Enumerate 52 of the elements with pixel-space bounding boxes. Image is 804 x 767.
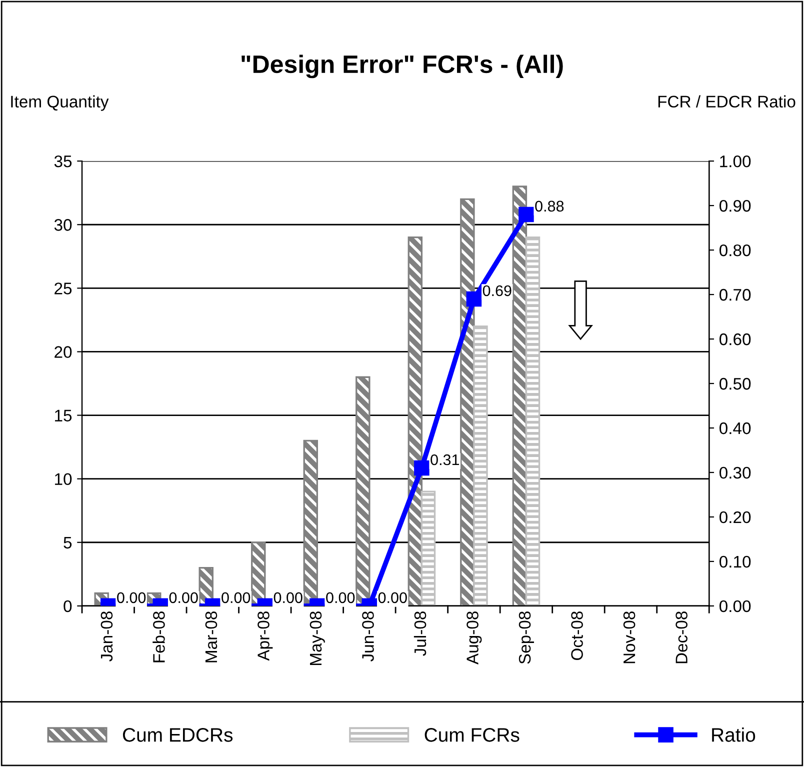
legend-label: Cum FCRs <box>424 728 520 742</box>
y-axis-title: Item Quantity <box>11 95 109 111</box>
y-tick-label: 20 <box>54 346 72 358</box>
y-tick-label: 0 <box>64 600 72 612</box>
x-tick-label: Mar-08 <box>205 612 218 662</box>
y-tick-label: 25 <box>54 282 72 294</box>
bar <box>420 490 436 606</box>
y2-tick-label: 0.70 <box>720 288 751 301</box>
legend-label: Cum EDCRs <box>122 728 233 742</box>
y2-tick-label: 0.40 <box>720 422 751 434</box>
legend-label: Ratio <box>712 728 756 742</box>
x-tick-label: Jan-08 <box>100 612 113 662</box>
y-tick-label: 15 <box>55 410 72 422</box>
bar <box>525 236 540 606</box>
data-label: 0.69 <box>482 285 512 296</box>
x-tick-label: Aug-08 <box>466 612 482 664</box>
y2-axis-title: FCR / EDCR Ratio <box>658 95 796 108</box>
y-tick-label: 30 <box>54 219 72 231</box>
data-label: 0.00 <box>117 592 146 604</box>
y2-tick-label: 0.30 <box>720 466 751 479</box>
data-label: 0.00 <box>274 592 302 604</box>
data-label: 0.00 <box>169 592 198 604</box>
point <box>518 206 534 222</box>
y2-tick-label: 0.90 <box>720 200 751 212</box>
bar <box>473 325 488 606</box>
y2-tick-label: 0.00 <box>720 600 751 612</box>
y2-tick-label: 0.60 <box>720 333 751 346</box>
x-tick-label: Jul-08 <box>414 612 426 656</box>
x-tick-label: Apr-08 <box>258 612 273 661</box>
y2-tick-label: 0.20 <box>720 511 751 524</box>
y2-tick-label: 0.50 <box>720 378 751 390</box>
y2-tick-label: 1.00 <box>720 155 751 168</box>
x-tick-label: Sep-08 <box>518 612 534 664</box>
data-label: 0.00 <box>378 592 407 604</box>
y-tick-label: 10 <box>55 473 72 486</box>
y2-tick-label: 0.80 <box>720 244 751 256</box>
x-tick-label: Feb-08 <box>152 612 165 662</box>
data-label: 0.88 <box>535 200 564 212</box>
y-tick-label: 35 <box>54 155 72 168</box>
bar <box>408 236 423 606</box>
x-tick-label: May-08 <box>310 612 325 665</box>
x-tick-label: Jun-08 <box>362 612 374 662</box>
data-label: 0.00 <box>326 592 355 604</box>
data-label: 0.31 <box>430 454 460 466</box>
y-tick-label: 5 <box>64 536 72 549</box>
x-tick-label: Oct-08 <box>571 612 583 660</box>
y2-tick-label: 0.10 <box>720 556 751 568</box>
data-label: 0.00 <box>222 592 250 604</box>
x-tick-label: Dec-08 <box>676 612 688 664</box>
chart-title: "Design Error" FCR's - (All) <box>242 54 563 78</box>
x-tick-label: Nov-08 <box>623 612 636 664</box>
point <box>466 291 482 307</box>
